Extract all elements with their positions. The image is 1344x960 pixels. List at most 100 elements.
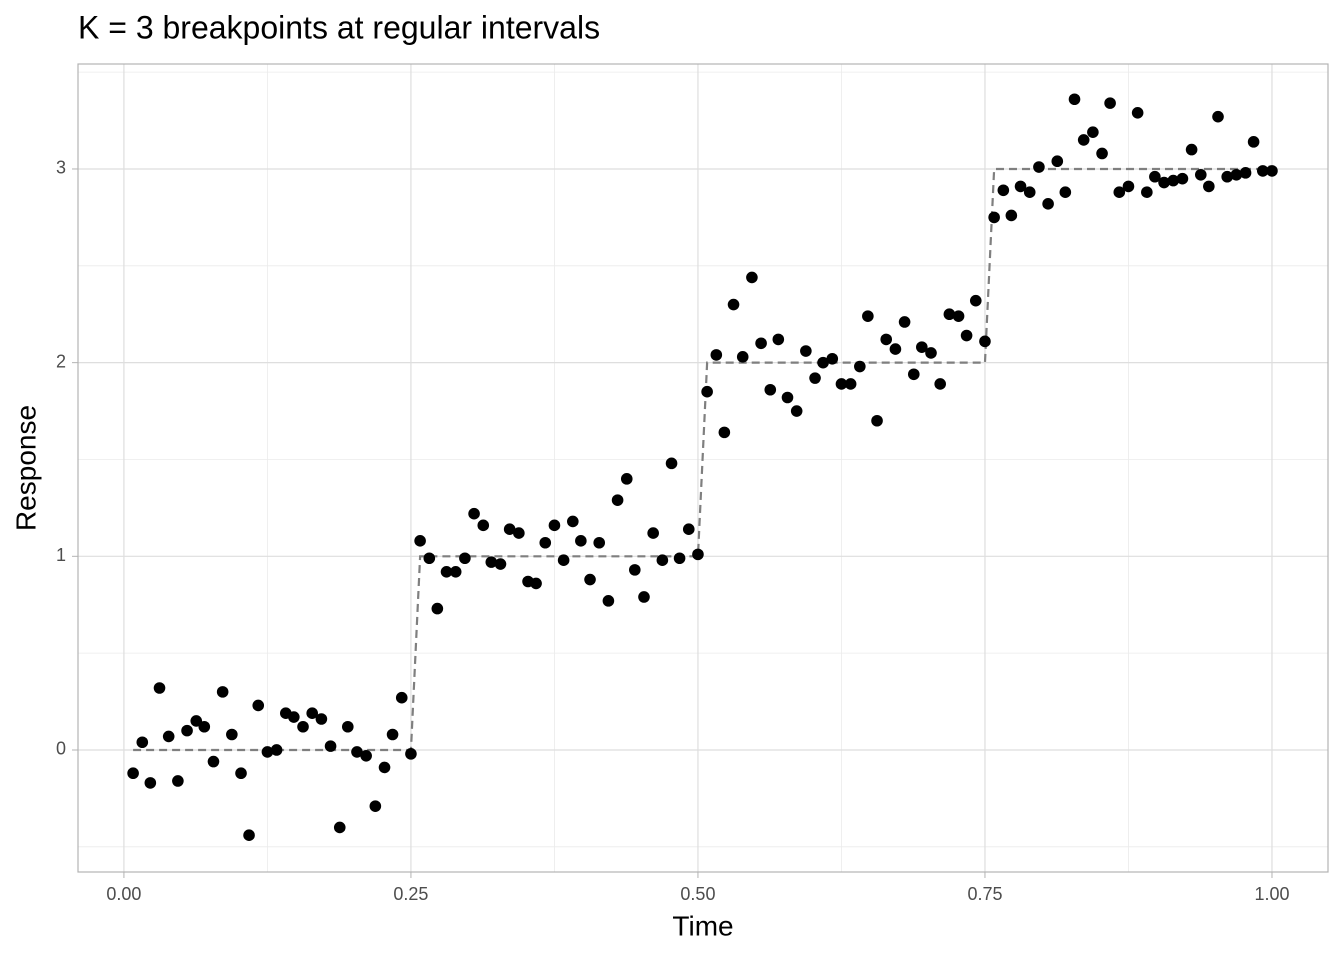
point xyxy=(673,552,686,565)
point xyxy=(1141,186,1153,199)
point xyxy=(261,746,274,758)
point xyxy=(1221,170,1234,183)
point xyxy=(477,519,490,532)
point xyxy=(153,682,166,694)
point xyxy=(1149,170,1161,183)
point xyxy=(835,378,848,390)
point xyxy=(1087,126,1099,138)
point xyxy=(252,699,265,712)
point xyxy=(351,746,363,758)
y-tick-label: 2 xyxy=(56,351,66,371)
point xyxy=(1023,186,1036,199)
point xyxy=(1167,174,1180,187)
point xyxy=(1077,134,1090,146)
point xyxy=(172,775,184,787)
point xyxy=(1266,165,1278,177)
point xyxy=(395,691,408,704)
point xyxy=(647,527,659,539)
point xyxy=(1096,147,1108,160)
point xyxy=(503,523,516,536)
point xyxy=(1256,165,1269,177)
point xyxy=(1131,107,1144,119)
point xyxy=(764,383,777,396)
point xyxy=(539,536,552,549)
point xyxy=(360,749,372,762)
point xyxy=(656,554,669,566)
point xyxy=(880,333,893,346)
point xyxy=(423,552,436,565)
point xyxy=(602,595,615,607)
point xyxy=(1068,93,1081,106)
point xyxy=(844,378,857,390)
point xyxy=(207,755,220,768)
point xyxy=(718,426,731,439)
point xyxy=(826,352,839,365)
point xyxy=(916,341,928,353)
point xyxy=(952,310,965,322)
point xyxy=(988,211,1000,224)
point xyxy=(548,519,561,532)
point xyxy=(1230,168,1243,181)
point xyxy=(575,535,587,547)
point xyxy=(727,298,740,311)
point xyxy=(513,527,525,539)
point xyxy=(979,335,991,348)
point xyxy=(1203,180,1215,193)
point xyxy=(871,414,883,427)
point xyxy=(440,566,453,578)
point xyxy=(459,552,471,565)
point xyxy=(710,349,723,361)
point xyxy=(1005,209,1018,222)
x-tick-label: 1.00 xyxy=(1254,884,1289,904)
point xyxy=(620,473,633,485)
x-tick-label: 0.25 xyxy=(393,884,428,904)
point xyxy=(341,720,354,733)
chart-title: K = 3 breakpoints at regular intervals xyxy=(78,9,600,45)
point xyxy=(468,507,480,520)
point xyxy=(270,744,283,756)
point xyxy=(1014,180,1027,193)
point xyxy=(925,347,937,359)
point xyxy=(907,368,920,381)
point xyxy=(386,728,399,741)
point xyxy=(1212,110,1224,123)
point xyxy=(494,558,507,570)
point xyxy=(181,724,193,737)
panel-border xyxy=(77,63,1329,873)
point xyxy=(405,748,417,760)
point xyxy=(369,800,382,812)
point xyxy=(190,715,203,727)
point xyxy=(297,720,309,733)
point xyxy=(960,329,973,342)
point xyxy=(1113,186,1126,199)
point xyxy=(854,360,866,373)
x-axis-title: Time xyxy=(672,910,733,941)
point xyxy=(226,728,238,741)
point xyxy=(530,577,542,590)
point xyxy=(485,556,498,568)
point xyxy=(682,523,695,536)
point xyxy=(593,536,606,549)
point xyxy=(943,308,956,321)
point xyxy=(772,333,785,346)
point xyxy=(1247,136,1260,148)
point xyxy=(1158,176,1170,189)
point xyxy=(790,405,803,417)
point xyxy=(414,535,426,547)
y-tick-label: 1 xyxy=(56,545,66,565)
step-line xyxy=(133,167,1272,752)
point xyxy=(557,554,570,566)
point xyxy=(1042,198,1054,210)
point xyxy=(1104,97,1116,109)
point xyxy=(997,184,1010,197)
point xyxy=(333,821,346,834)
point xyxy=(638,591,650,603)
point xyxy=(431,602,444,615)
point xyxy=(162,730,175,743)
point xyxy=(665,457,678,470)
point xyxy=(136,736,149,749)
point xyxy=(235,767,247,780)
x-tick-label: 0.00 xyxy=(106,884,141,904)
